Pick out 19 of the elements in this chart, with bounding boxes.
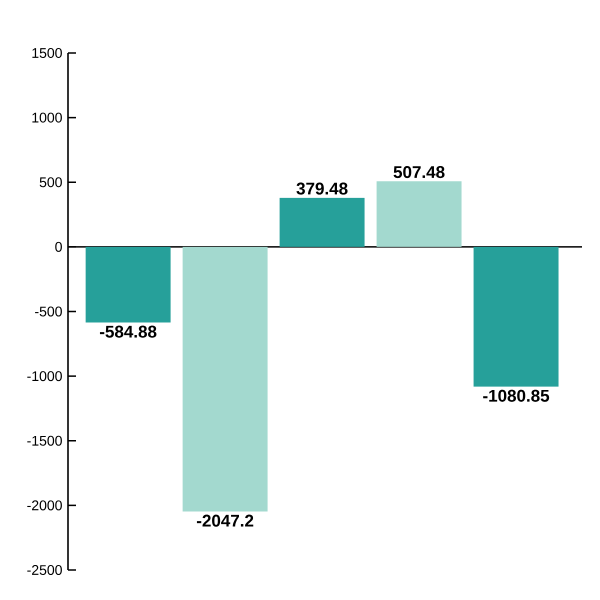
data-label: -2047.2	[196, 514, 254, 527]
y-tick-label: -2000	[27, 500, 62, 510]
bar	[376, 181, 462, 247]
bar	[182, 246, 268, 512]
y-tick-label: 1000	[32, 112, 62, 123]
y-tick-label: -1000	[27, 371, 62, 382]
y-tick-label: -2500	[27, 565, 62, 575]
y-tick-label: 500	[40, 177, 62, 188]
bar	[474, 246, 559, 387]
y-tick-label: -1500	[27, 436, 62, 446]
data-label: -584.88	[100, 326, 156, 338]
data-label: 379.48	[296, 182, 348, 195]
y-tick-label: 0	[55, 242, 62, 252]
y-tick-label: 1500	[32, 48, 62, 58]
y-tick-label: -500	[35, 306, 62, 316]
data-label: 507.48	[394, 166, 445, 178]
bar	[280, 198, 365, 247]
data-label: -1080.85	[483, 390, 550, 402]
bar	[86, 246, 171, 322]
